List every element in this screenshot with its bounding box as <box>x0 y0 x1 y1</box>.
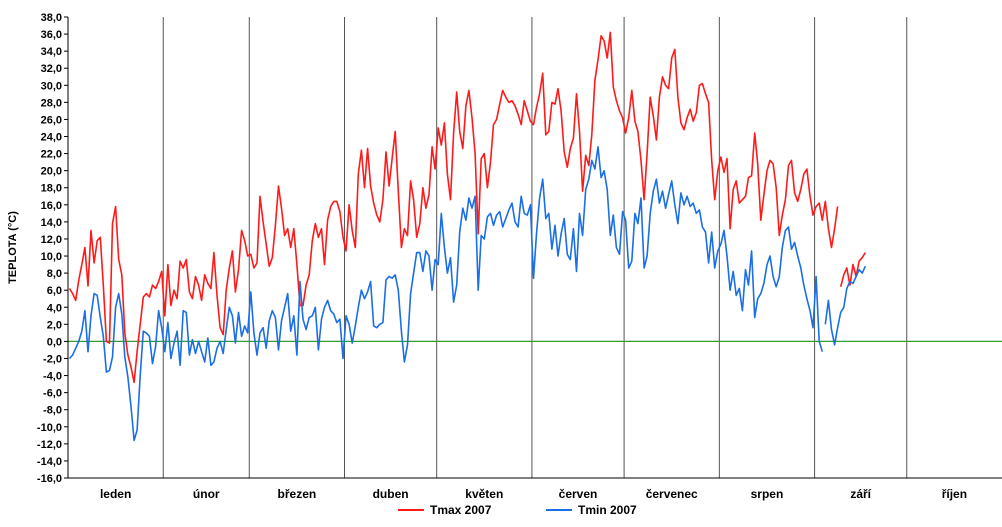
month-label-5: květen <box>465 487 503 501</box>
series-line-1 <box>68 31 866 384</box>
y-tick-label: -14,0 <box>37 456 62 468</box>
y-tick-label: 18,0 <box>41 183 62 195</box>
y-tick-label: -4,0 <box>43 371 62 383</box>
y-tick-label: -10,0 <box>37 422 62 434</box>
y-tick-label: 10,0 <box>41 251 62 263</box>
y-tick-label: 32,0 <box>41 63 62 75</box>
month-label-2: únor <box>193 487 220 501</box>
month-label-3: březen <box>278 487 317 501</box>
y-tick-label: 22,0 <box>41 149 62 161</box>
y-tick-label: -8,0 <box>43 405 62 417</box>
legend-label-2: Tmin 2007 <box>578 503 637 517</box>
y-axis-title: TEPLOTA (°C) <box>7 211 19 284</box>
y-tick-label: 28,0 <box>41 97 62 109</box>
y-tick-label: 0,0 <box>47 336 62 348</box>
y-tick-label: 30,0 <box>41 80 62 92</box>
y-tick-label: 4,0 <box>47 302 62 314</box>
y-tick-label: 38,0 <box>41 12 62 24</box>
month-label-7: červenec <box>646 487 698 501</box>
series-lines <box>68 31 867 442</box>
series-line-2 <box>68 146 867 442</box>
y-tick-label: 16,0 <box>41 200 62 212</box>
y-tick-label: 20,0 <box>41 166 62 178</box>
y-tick-label: -16,0 <box>37 473 62 485</box>
plot-frame <box>67 17 1002 479</box>
y-tick-label: 6,0 <box>47 285 62 297</box>
y-tick-label: -2,0 <box>43 353 62 365</box>
month-label-8: srpen <box>751 487 784 501</box>
legend-label-1: Tmax 2007 <box>430 503 492 517</box>
month-label-10: říjen <box>942 487 967 501</box>
month-label-4: duben <box>373 487 409 501</box>
month-labels: leden únor březen duben květen červen červenec… <box>100 487 967 501</box>
y-tick-label: 24,0 <box>41 132 62 144</box>
y-tick-label: 12,0 <box>41 234 62 246</box>
y-tick-label: 14,0 <box>41 217 62 229</box>
y-tick-label: 26,0 <box>41 114 62 126</box>
y-tick-label: -6,0 <box>43 388 62 400</box>
month-label-9: září <box>850 487 871 501</box>
y-tick-label: 2,0 <box>47 319 62 331</box>
y-tick-label: 34,0 <box>41 46 62 58</box>
month-label-6: červen <box>559 487 598 501</box>
y-tick-label: -12,0 <box>37 439 62 451</box>
y-tick-label: 8,0 <box>47 268 62 280</box>
legend: Tmax 2007 Tmin 2007 <box>398 503 637 517</box>
y-tick-label: 36,0 <box>41 29 62 41</box>
month-label-1: leden <box>100 487 131 501</box>
y-axis-ticks: -16,0 -14,0 -12,0 -10,0 -8,0 -6,0 -4,0 -2,0 0,0 2… <box>37 12 68 485</box>
